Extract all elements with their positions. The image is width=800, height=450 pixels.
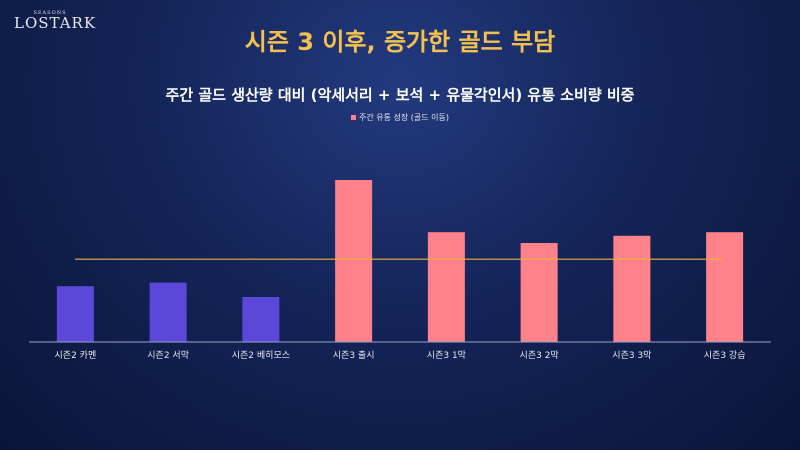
bar-6 <box>613 235 651 342</box>
bar-5 <box>520 243 558 342</box>
chart-subtitle: 주간 골드 생산량 대비 (악세서리 + 보석 + 유물각인서) 유통 소비량 … <box>165 86 635 104</box>
x-tick-label-6: 시즌3 3막 <box>612 350 651 361</box>
x-tick-label-1: 시즌2 서막 <box>147 350 189 361</box>
bar-4 <box>427 232 465 342</box>
bar-0 <box>56 286 94 342</box>
logo-small-text: SEASONS <box>33 10 67 16</box>
legend-label: 주간 유통 성장 (골드 이동) <box>358 113 449 122</box>
bar-3 <box>335 180 373 342</box>
legend-swatch <box>350 115 356 120</box>
page-title: 시즌 3 이후, 증가한 골드 부담 <box>244 28 556 56</box>
bar-7 <box>706 232 744 342</box>
x-tick-label-5: 시즌3 2막 <box>520 350 559 361</box>
x-tick-label-4: 시즌3 1막 <box>427 350 466 361</box>
x-tick-label-0: 시즌2 카멘 <box>55 350 97 361</box>
logo-main-text: LOSTARK <box>14 14 97 32</box>
bar-1 <box>149 282 187 342</box>
x-tick-label-7: 시즌3 강습 <box>704 350 746 361</box>
bar-2 <box>242 297 280 342</box>
x-tick-label-2: 시즌2 베히모스 <box>232 350 290 361</box>
lostark-logo: SEASONS LOSTARK <box>14 10 97 32</box>
x-tick-label-3: 시즌3 출시 <box>333 350 375 361</box>
chart-legend: 주간 유통 성장 (골드 이동) <box>0 112 800 123</box>
